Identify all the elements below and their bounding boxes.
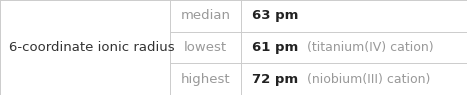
Text: median: median bbox=[180, 9, 231, 22]
Text: (niobium(III) cation): (niobium(III) cation) bbox=[307, 73, 430, 86]
Text: 72 pm: 72 pm bbox=[252, 73, 298, 86]
Text: lowest: lowest bbox=[184, 41, 227, 54]
Text: highest: highest bbox=[181, 73, 230, 86]
Text: (titanium(IV) cation): (titanium(IV) cation) bbox=[307, 41, 433, 54]
Text: 61 pm: 61 pm bbox=[252, 41, 298, 54]
Text: 63 pm: 63 pm bbox=[252, 9, 298, 22]
Text: 6-coordinate ionic radius: 6-coordinate ionic radius bbox=[9, 41, 175, 54]
